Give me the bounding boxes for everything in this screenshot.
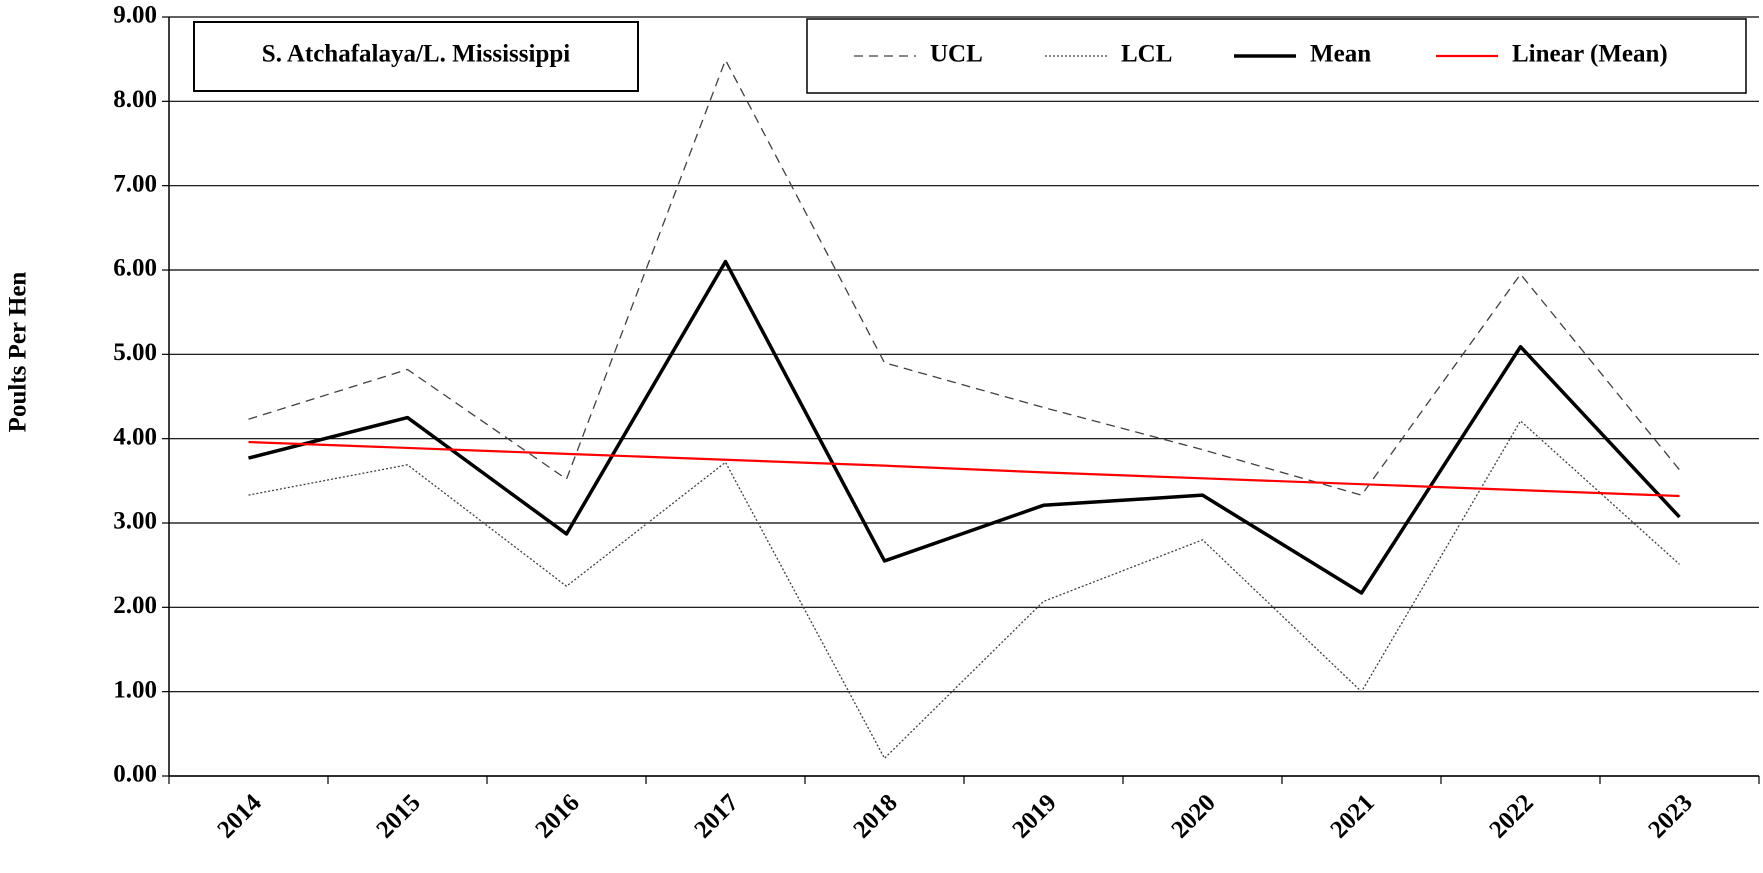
legend-label: LCL — [1121, 41, 1172, 68]
x-tick-label: 2016 — [530, 789, 584, 843]
legend-label: Linear (Mean) — [1512, 41, 1668, 68]
chart-title: S. Atchafalaya/L. Mississippi — [262, 41, 570, 68]
y-tick-label: 4.00 — [113, 423, 157, 450]
x-tick-label: 2015 — [371, 789, 425, 843]
series-line — [248, 259, 1681, 595]
x-tick-label: 2018 — [848, 789, 902, 843]
legend-label: Mean — [1310, 41, 1371, 68]
x-tick-label: 2022 — [1484, 789, 1538, 843]
y-tick-label: 7.00 — [113, 170, 157, 197]
x-tick-label: 2023 — [1643, 789, 1697, 843]
x-tick-label: 2021 — [1325, 789, 1379, 843]
y-tick-label: 9.00 — [113, 2, 157, 29]
series-line — [248, 440, 1680, 498]
series-line — [248, 420, 1680, 759]
x-tick-label: 2017 — [689, 789, 743, 843]
y-tick-label: 8.00 — [113, 86, 157, 113]
y-tick-label: 6.00 — [113, 255, 157, 282]
x-tick-label: 2019 — [1007, 789, 1061, 843]
y-tick-label: 5.00 — [113, 339, 157, 366]
title-box — [193, 21, 639, 92]
y-tick-label: 2.00 — [113, 592, 157, 619]
series-line — [248, 59, 1681, 496]
y-axis-label: Poults Per Hen — [5, 272, 32, 433]
y-tick-label: 1.00 — [113, 676, 157, 703]
y-tick-label: 0.00 — [113, 761, 157, 788]
x-tick-label: 2020 — [1166, 789, 1220, 843]
legend-label: UCL — [930, 41, 983, 68]
y-tick-label: 3.00 — [113, 508, 157, 535]
x-tick-label: 2014 — [212, 789, 267, 844]
